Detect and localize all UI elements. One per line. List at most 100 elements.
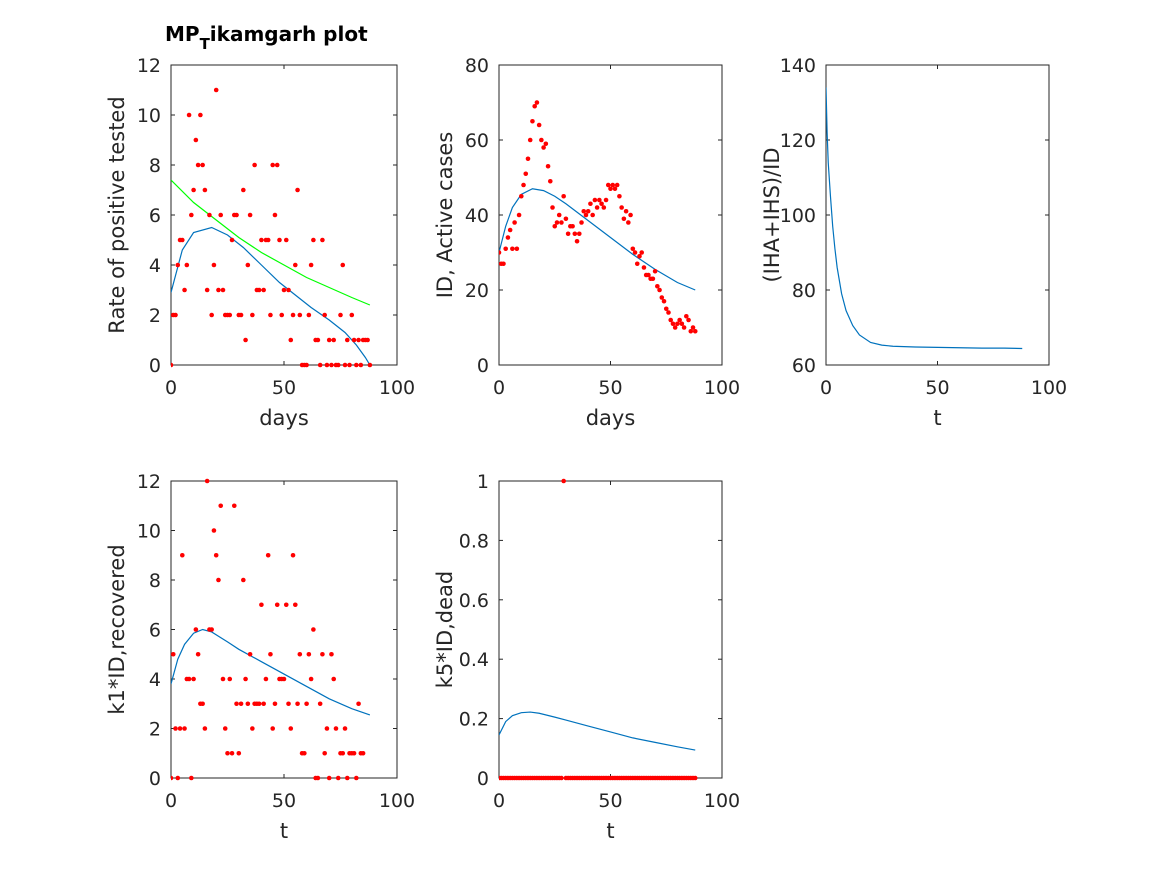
data-point [272,701,278,707]
data-point [277,237,282,243]
data-point [263,676,269,682]
x-tick-label: 100 [379,790,415,812]
subplot-4: 0 50 100 0 2 4 6 8 10 12 t k1*ID,recovered [105,471,415,843]
data-point [182,726,187,731]
data-point [677,317,682,323]
data-point [295,187,300,193]
data-point [288,726,294,731]
data-point [209,627,214,632]
y-tick-label: 60 [792,355,816,377]
data-point [304,362,309,368]
data-point [204,287,210,293]
data-point [521,182,526,188]
data-point [329,651,334,657]
data-point [650,276,656,282]
data-point [547,178,553,184]
data-point [173,726,178,731]
data-point [193,137,199,143]
x-tick-label: 0 [165,790,177,812]
data-point [220,287,226,293]
data-point [550,205,555,210]
data-point [576,231,582,237]
data-point [668,317,674,323]
y-tick-label: 12 [137,471,161,493]
data-point [211,528,217,533]
data-point [182,287,187,293]
x-axis-label: days [586,406,636,430]
x-tick-label: 100 [1031,377,1067,399]
data-point [227,676,233,682]
y-tick-label: 10 [137,105,161,127]
data-point [349,312,355,318]
data-point [247,651,253,657]
data-point [259,602,264,608]
data-point [335,362,341,368]
data-point [216,577,221,583]
data-point [265,552,271,558]
data-point [655,283,660,289]
data-point [354,362,359,368]
data-point [231,503,237,509]
data-point [367,362,373,368]
data-point [272,212,278,218]
data-point [211,262,217,268]
subplot-3: 0 50 100 60 80 100 120 140 t (IHA+IHS)/ID [760,55,1067,430]
data-point [503,246,508,252]
series-line-1 [826,87,1023,350]
data-point [317,362,323,368]
data-point [297,312,303,318]
data-point [304,701,309,707]
figure-title-subscript: T [200,35,211,53]
data-point [184,262,190,268]
data-point [681,325,687,330]
data-point [692,775,698,781]
x-tick-label: 0 [493,377,505,399]
data-point [265,237,271,243]
y-tick-label: 1 [477,471,489,493]
data-point [519,193,524,199]
plot-area [499,100,698,334]
x-axis-label: t [606,819,614,843]
y-tick-label: 80 [465,55,489,77]
y-tick-label: 120 [780,130,816,152]
data-point [234,701,239,707]
data-point [286,287,291,293]
data-point [505,235,511,240]
data-point [340,262,346,268]
data-point [360,750,366,756]
data-point [191,187,196,193]
data-point [202,726,208,731]
data-point [556,212,562,218]
x-axis-label: days [259,406,309,430]
data-point [666,310,671,315]
data-point [601,205,607,210]
data-point [302,750,307,756]
data-point [342,726,348,731]
x-axis-label: t [280,819,288,843]
data-point [243,337,248,343]
data-point [186,112,192,118]
data-point [171,775,174,781]
data-point [534,100,540,105]
data-point [270,162,276,168]
data-point [536,122,542,128]
y-axis-label: ID, Active cases [433,132,457,299]
data-point [581,208,587,214]
x-tick-label: 100 [704,377,740,399]
data-point [510,246,515,252]
data-point [630,246,636,252]
data-point [213,552,219,558]
data-point [322,750,327,756]
x-tick-label: 100 [704,790,740,812]
data-point [283,602,289,608]
figure-title: MPTikamgarh plot [165,22,368,53]
x-tick-label: 0 [820,377,832,399]
x-tick-label: 50 [272,790,296,812]
data-point [324,362,330,368]
data-point [530,118,535,124]
data-point [191,676,196,682]
data-point [592,197,598,203]
data-point [308,262,314,268]
data-point [507,227,513,233]
data-point [599,201,604,207]
